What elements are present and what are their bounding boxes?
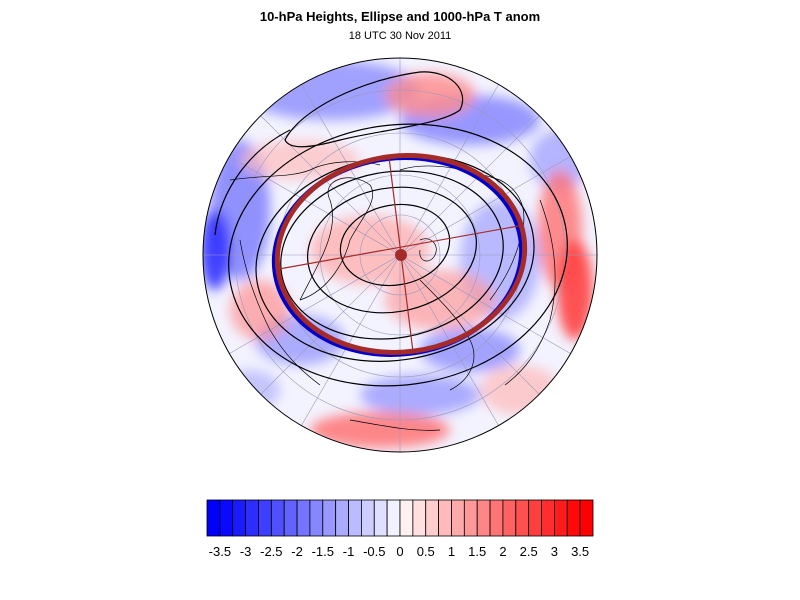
colorbar-box — [399, 499, 414, 537]
colorbar-box — [386, 499, 401, 537]
colorbar-tick-label: 2.5 — [520, 544, 538, 559]
colorbar-box — [463, 499, 478, 537]
colorbar-tick-label: 3 — [551, 544, 558, 559]
colorbar-box — [360, 499, 375, 537]
colorbar-box — [232, 499, 246, 537]
colorbar-box — [309, 499, 324, 537]
colorbar-tick-label: -2 — [291, 544, 303, 559]
colorbar-box — [579, 499, 594, 537]
colorbar-box — [425, 499, 440, 537]
colorbar-box — [566, 499, 581, 537]
ellipse-centroid — [395, 249, 407, 261]
colorbar-tick-label: 2 — [499, 544, 506, 559]
colorbar-tick-label: -1 — [343, 544, 355, 559]
chart-subtitle: 18 UTC 30 Nov 2011 — [348, 30, 452, 42]
coastlines — [229, 161, 556, 431]
ellipse-major-axis — [278, 224, 525, 270]
colorbar-box — [335, 499, 349, 537]
colorbar-box — [412, 499, 427, 537]
colorbar-box — [451, 499, 465, 537]
colorbar-box — [219, 499, 234, 537]
colorbar-tick-label: -1.5 — [312, 544, 334, 559]
colorbar-boxes — [206, 499, 594, 537]
colorbar-tick-label: -3.5 — [209, 544, 231, 559]
colorbar-box — [245, 499, 259, 537]
colorbar-tick-label: 3.5 — [571, 544, 589, 559]
colorbar-box — [476, 499, 491, 537]
chart-title: 10-hPa Heights, Ellipse and 1000-hPa T a… — [259, 9, 541, 24]
polar-map — [202, 57, 598, 453]
colorbar-box — [258, 499, 272, 537]
colorbar-box — [296, 499, 311, 537]
colorbar-tick-label: 0 — [396, 544, 403, 559]
colorbar-box — [541, 499, 555, 537]
colorbar-tick-label: -2.5 — [260, 544, 282, 559]
colorbar-tick-label: 1 — [448, 544, 455, 559]
colorbar-box — [373, 499, 388, 537]
colorbar-box — [438, 499, 452, 537]
colorbar-labels: -3.5 -3 -2.5 -2 -1.5 -1 -0.5 0 0.5 1 1.5 2 2.5 3 3.5 — [209, 544, 590, 559]
colorbar-tick-label: 1.5 — [468, 544, 486, 559]
colorbar-box — [528, 499, 542, 537]
colorbar-box — [206, 499, 221, 537]
colorbar-box — [283, 499, 298, 537]
vortex-ellipse — [271, 153, 528, 357]
colorbar-box — [515, 499, 530, 537]
colorbar-tick-label: 0.5 — [417, 544, 435, 559]
colorbar-box — [502, 499, 517, 537]
colorbar-box — [554, 499, 568, 537]
globe-outline — [202, 57, 598, 453]
colorbar-box — [270, 499, 285, 537]
colorbar-box — [348, 499, 362, 537]
colorbar-tick-label: -0.5 — [363, 544, 385, 559]
colorbar-box — [322, 499, 337, 537]
colorbar-box — [489, 499, 504, 537]
colorbar-tick-label: -3 — [240, 544, 252, 559]
